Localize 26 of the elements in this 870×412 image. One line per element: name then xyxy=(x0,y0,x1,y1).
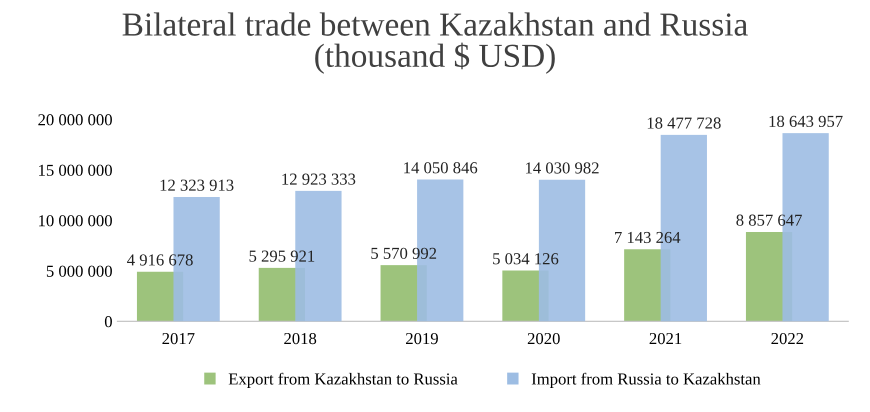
data-label: 14 030 982 xyxy=(526,162,599,174)
data-label: 5 570 992 xyxy=(371,248,436,259)
data-label: 8 857 647 xyxy=(736,214,802,226)
y-tick-label: 0 xyxy=(104,316,112,328)
y-tick-label: 5 000 000 xyxy=(46,266,112,277)
data-label: 4 916 678 xyxy=(127,254,193,266)
data-label: 12 923 333 xyxy=(282,174,356,185)
data-label: 14 050 846 xyxy=(404,162,478,174)
data-label: 12 323 913 xyxy=(160,180,234,191)
data-label: 7 143 264 xyxy=(615,232,680,244)
x-tick-label: 2017 xyxy=(162,332,195,344)
data-label: 5 295 921 xyxy=(250,250,314,262)
data-label: 18 477 728 xyxy=(648,117,721,129)
legend-label: Export from Kazakhstan to Russia xyxy=(228,372,458,388)
x-tick-label: 2021 xyxy=(650,332,682,344)
data-label: 5 034 126 xyxy=(493,253,558,264)
legend-label: Import from Russia to Kazakhstan xyxy=(532,372,761,388)
chart-title: Bilateral trade between Kazakhstan and Russia (thousand $ USD) xyxy=(122,12,748,74)
y-tick-label: 15 000 000 xyxy=(39,164,112,176)
y-tick-label: 10 000 000 xyxy=(39,215,112,226)
y-tick-label: 20 000 000 xyxy=(38,114,112,126)
x-tick-label: 2020 xyxy=(528,332,560,344)
x-tick-label: 2022 xyxy=(771,332,804,344)
x-tick-label: 2018 xyxy=(284,332,316,344)
data-label: 18 643 957 xyxy=(770,116,843,128)
x-tick-label: 2019 xyxy=(406,332,438,344)
